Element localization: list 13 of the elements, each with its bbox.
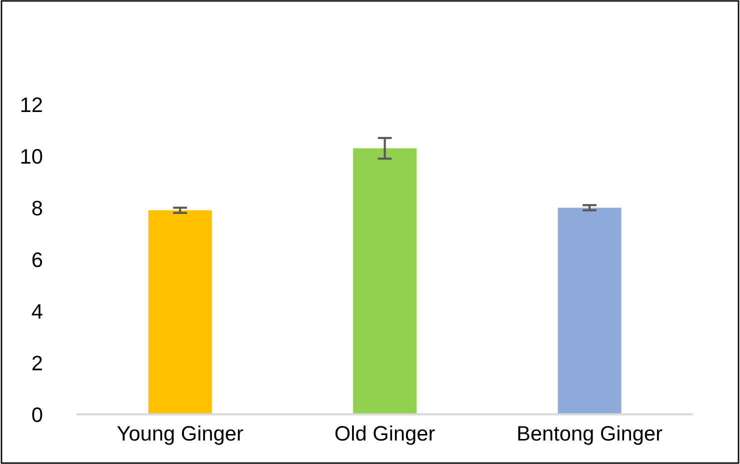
y-tick-label: 4 [32,304,42,319]
y-tick-label: 12 [21,97,42,112]
x-tick-label: Young Ginger [117,425,244,445]
x-tick-label: Old Ginger [335,425,435,445]
y-tick-label: 10 [21,149,42,164]
y-tick-label: 0 [32,407,42,422]
bar [558,208,622,414]
bar [353,148,417,414]
y-tick-label: 6 [32,252,42,268]
bar [148,210,212,414]
y-tick-label: 8 [32,200,42,216]
y-tick-label: 2 [32,356,42,370]
x-tick-label: Bentong Ginger [518,425,662,445]
